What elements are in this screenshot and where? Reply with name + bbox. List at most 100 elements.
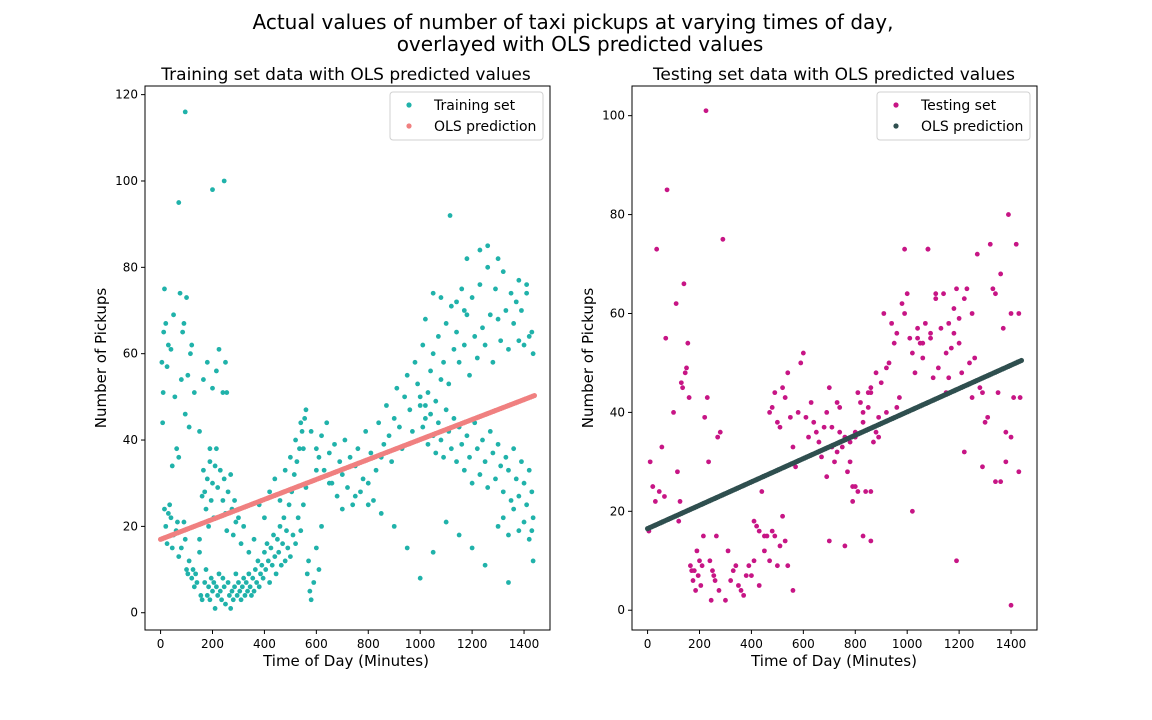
testing-y-tick-label: 0 (617, 603, 625, 617)
testing-data-point (998, 479, 1004, 485)
testing-data-point (710, 568, 715, 574)
training-data-point (208, 498, 214, 503)
training-data-point (159, 359, 165, 365)
training-data-point (430, 290, 436, 296)
testing-data-point (790, 444, 796, 450)
testing-data-point (1003, 459, 1009, 465)
training-data-point (443, 321, 449, 326)
training-data-point (443, 407, 449, 413)
testing-data-point (884, 410, 889, 415)
training-data-point (207, 446, 213, 452)
testing-data-point (704, 395, 710, 400)
figure-title-line1: Actual values of number of taxi pickups … (253, 10, 894, 34)
training-data-point (249, 593, 254, 598)
training-data-point (208, 575, 214, 581)
testing-data-point (915, 325, 920, 331)
testing-data-point (663, 335, 669, 341)
testing-data-point (686, 395, 692, 400)
testing-data-point (954, 286, 959, 292)
training-data-point (174, 446, 180, 452)
training-data-point (228, 606, 234, 611)
testing-data-point (850, 499, 856, 504)
testing-data-point (847, 459, 853, 465)
training-data-point (181, 321, 187, 326)
training-legend-label-scatter: Training set (433, 98, 516, 114)
testing-data-point (800, 350, 806, 356)
training-data-point (493, 476, 498, 482)
testing-data-point (915, 335, 920, 341)
testing-data-point (935, 365, 941, 371)
training-data-point (506, 346, 511, 352)
training-data-point (273, 571, 279, 577)
testing-data-point (826, 385, 832, 391)
testing-data-point (912, 370, 918, 376)
training-data-point (247, 584, 253, 590)
training-data-point (326, 480, 332, 486)
testing-legend-label-scatter: Testing set (920, 98, 997, 114)
training-data-point (210, 187, 215, 193)
training-data-point (221, 476, 227, 482)
training-data-point (474, 355, 480, 361)
testing-data-point (855, 390, 861, 396)
testing-data-point (969, 395, 975, 400)
testing-data-point (860, 419, 866, 425)
testing-data-point (716, 588, 722, 593)
testing-data-point (878, 380, 884, 386)
training-data-point (487, 428, 493, 434)
testing-data-point (821, 424, 827, 430)
training-data-point (420, 342, 426, 348)
training-data-point (171, 312, 176, 318)
training-data-point (175, 519, 180, 525)
training-data-point (355, 446, 361, 452)
training-data-point (487, 312, 493, 318)
training-data-point (500, 489, 506, 495)
testing-data-point (933, 291, 939, 297)
training-data-point (454, 459, 459, 465)
training-data-point (269, 562, 275, 568)
testing-data-point (647, 459, 653, 465)
training-data-point (360, 476, 366, 482)
training-data-point (506, 580, 511, 585)
figure-title-line2: overlayed with OLS predicted values (397, 32, 764, 56)
training-chart-title: Training set data with OLS predicted val… (160, 65, 531, 85)
testing-data-point (974, 251, 980, 257)
training-data-point (236, 515, 241, 521)
training-data-point (498, 463, 504, 469)
training-data-point (363, 428, 369, 434)
training-data-point (521, 519, 527, 525)
training-data-point (412, 359, 418, 365)
training-data-point (495, 523, 501, 529)
training-data-point (521, 342, 527, 348)
training-data-point (529, 528, 535, 534)
training-data-point (495, 316, 501, 322)
testing-x-tick-label: 800 (844, 637, 867, 651)
testing-data-point (871, 439, 876, 445)
testing-data-point (707, 558, 713, 564)
testing-data-point (964, 286, 970, 292)
training-data-point (297, 446, 302, 452)
training-data-point (199, 597, 205, 603)
training-data-point (178, 377, 184, 382)
testing-legend-marker-line (893, 123, 899, 129)
training-x-tick-label: 400 (253, 637, 276, 651)
training-data-point (237, 588, 243, 594)
testing-data-point (733, 563, 739, 569)
training-data-point (404, 372, 410, 378)
training-data-point (506, 532, 511, 538)
training-ticks: 0 200 400 600 800 1000 1200 1400 0 20 40 60 80 100 120 (115, 88, 539, 651)
testing-data-point (956, 316, 962, 321)
testing-data-point (824, 474, 830, 480)
training-data-point (239, 584, 245, 590)
training-data-point (464, 433, 470, 439)
training-data-point (277, 498, 283, 503)
training-data-point (276, 549, 282, 555)
training-data-point (226, 593, 232, 598)
testing-data-point (751, 518, 757, 524)
testing-data-point (948, 345, 954, 351)
training-data-point (262, 515, 267, 521)
testing-data-point (909, 350, 915, 356)
training-data-point (337, 459, 343, 465)
testing-data-point (993, 291, 998, 297)
testing-data-point (693, 588, 699, 593)
training-data-point (508, 498, 514, 503)
